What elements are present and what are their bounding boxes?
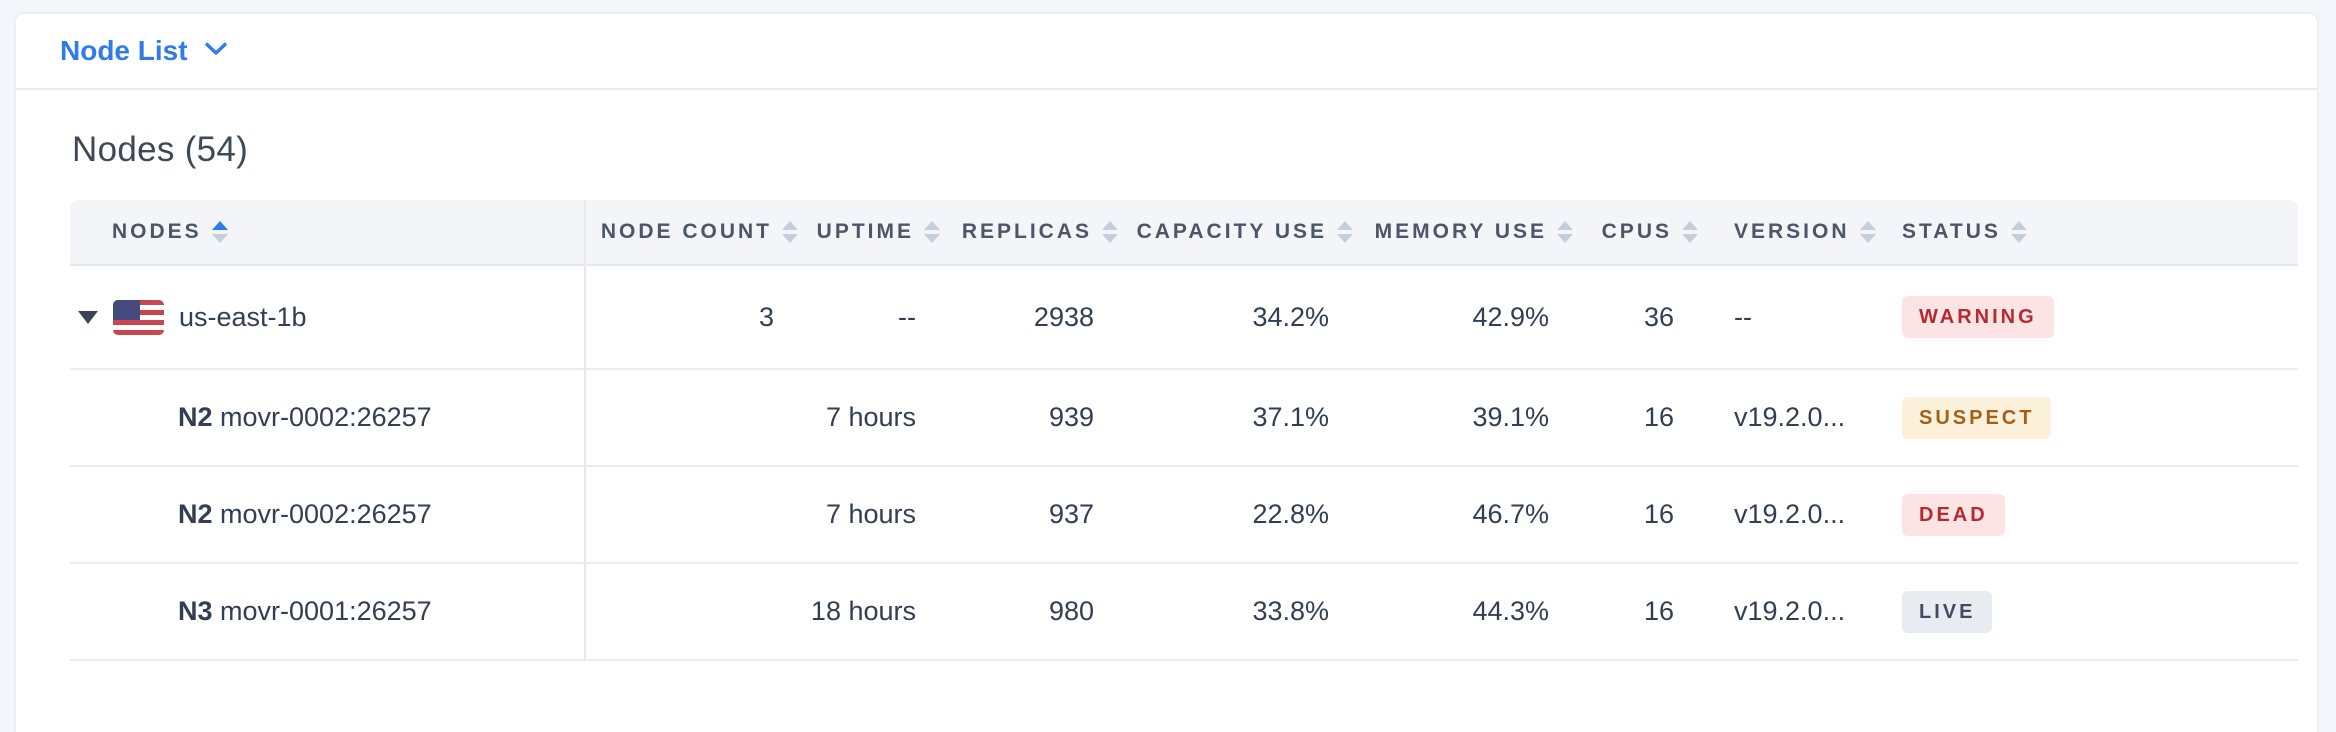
cpus-cell: 36: [1585, 266, 1710, 370]
column-header-node-count[interactable]: NODE COUNT: [586, 200, 810, 266]
sort-icon: [211, 221, 228, 243]
column-header-capacity-use[interactable]: CAPACITY USE: [1130, 200, 1365, 266]
chevron-down-icon: [204, 42, 228, 61]
node-count-cell: [586, 564, 810, 661]
card-body: Nodes (54) NODES NODE: [16, 130, 2317, 661]
version-cell: --: [1710, 266, 1880, 370]
node-address: movr-0002:26257: [220, 499, 432, 529]
column-label: CPUS: [1601, 220, 1672, 243]
nodes-table: NODES NODE COUNT UPTIME: [70, 200, 2298, 661]
replicas-cell: 939: [952, 370, 1130, 467]
column-header-memory-use[interactable]: MEMORY USE: [1365, 200, 1585, 266]
status-cell: DEAD: [1880, 467, 2298, 564]
column-label: CAPACITY USE: [1136, 220, 1327, 243]
node-name-cell: N2 movr-0002:26257: [70, 370, 586, 467]
node-row[interactable]: N3 movr-0001:26257 18 hours 980 33.8% 44…: [70, 564, 2298, 661]
memory-use-cell: 42.9%: [1365, 266, 1585, 370]
column-label: NODES: [112, 220, 202, 243]
status-cell: SUSPECT: [1880, 370, 2298, 467]
capacity-use-cell: 22.8%: [1130, 467, 1365, 564]
node-count-cell: [586, 370, 810, 467]
memory-use-cell: 44.3%: [1365, 564, 1585, 661]
region-row: us-east-1b 3 -- 2938 34.2% 42.9% 36 -- W…: [70, 266, 2298, 370]
column-label: STATUS: [1902, 220, 2001, 243]
replicas-cell: 2938: [952, 266, 1130, 370]
node-name-cell: N2 movr-0002:26257: [70, 467, 586, 564]
node-count-cell: [586, 467, 810, 564]
column-header-status[interactable]: STATUS: [1880, 200, 2298, 266]
version-cell: v19.2.0...: [1710, 564, 1880, 661]
card-header: Node List: [16, 14, 2317, 90]
node-row[interactable]: N2 movr-0002:26257 7 hours 939 37.1% 39.…: [70, 370, 2298, 467]
cpus-cell: 16: [1585, 564, 1710, 661]
capacity-use-cell: 34.2%: [1130, 266, 1365, 370]
sort-icon: [1682, 221, 1698, 243]
column-header-replicas[interactable]: REPLICAS: [952, 200, 1130, 266]
column-label: REPLICAS: [961, 220, 1092, 243]
view-selector-dropdown[interactable]: Node List: [60, 35, 228, 67]
sort-icon: [1337, 221, 1353, 243]
cpus-cell: 16: [1585, 467, 1710, 564]
memory-use-cell: 46.7%: [1365, 467, 1585, 564]
region-name: us-east-1b: [179, 301, 307, 332]
node-id: N3: [178, 596, 213, 626]
view-selector-label: Node List: [60, 35, 188, 66]
version-cell: v19.2.0...: [1710, 370, 1880, 467]
column-header-nodes[interactable]: NODES: [70, 200, 586, 266]
sort-icon: [924, 221, 940, 243]
page-title: Nodes (54): [72, 130, 249, 169]
column-label: VERSION: [1734, 220, 1850, 243]
replicas-cell: 980: [952, 564, 1130, 661]
node-name-cell: N3 movr-0001:26257: [70, 564, 586, 661]
node-count-cell: 3: [586, 266, 810, 370]
column-label: NODE COUNT: [600, 220, 772, 243]
status-badge: DEAD: [1902, 493, 2005, 536]
status-badge: SUSPECT: [1902, 396, 2052, 439]
replicas-cell: 937: [952, 467, 1130, 564]
column-header-cpus[interactable]: CPUS: [1585, 200, 1710, 266]
node-id: N2: [178, 402, 213, 432]
us-flag-icon: [113, 299, 164, 335]
status-badge: WARNING: [1902, 296, 2054, 338]
cpus-cell: 16: [1585, 370, 1710, 467]
sort-icon: [1102, 221, 1118, 243]
node-address: movr-0001:26257: [220, 596, 432, 626]
column-label: UPTIME: [816, 220, 914, 243]
status-badge: LIVE: [1902, 590, 1993, 633]
sort-icon: [782, 221, 798, 243]
column-header-uptime[interactable]: UPTIME: [810, 200, 952, 266]
node-list-card: Node List Nodes (54) NODES: [14, 12, 2319, 732]
status-cell: WARNING: [1880, 266, 2298, 370]
uptime-cell: --: [810, 266, 952, 370]
node-id: N2: [178, 499, 213, 529]
uptime-cell: 7 hours: [810, 370, 952, 467]
uptime-cell: 18 hours: [810, 564, 952, 661]
version-cell: v19.2.0...: [1710, 467, 1880, 564]
status-cell: LIVE: [1880, 564, 2298, 661]
sort-icon: [1557, 221, 1573, 243]
capacity-use-cell: 37.1%: [1130, 370, 1365, 467]
sort-icon: [1859, 221, 1876, 243]
column-label: MEMORY USE: [1374, 220, 1547, 243]
memory-use-cell: 39.1%: [1365, 370, 1585, 467]
sort-icon: [2010, 221, 2027, 243]
table-header-row: NODES NODE COUNT UPTIME: [70, 200, 2298, 266]
node-row[interactable]: N2 movr-0002:26257 7 hours 937 22.8% 46.…: [70, 467, 2298, 564]
region-name-cell: us-east-1b: [70, 266, 586, 370]
uptime-cell: 7 hours: [810, 467, 952, 564]
node-address: movr-0002:26257: [220, 402, 432, 432]
column-header-version[interactable]: VERSION: [1710, 200, 1880, 266]
collapse-region-icon[interactable]: [78, 310, 98, 324]
capacity-use-cell: 33.8%: [1130, 564, 1365, 661]
